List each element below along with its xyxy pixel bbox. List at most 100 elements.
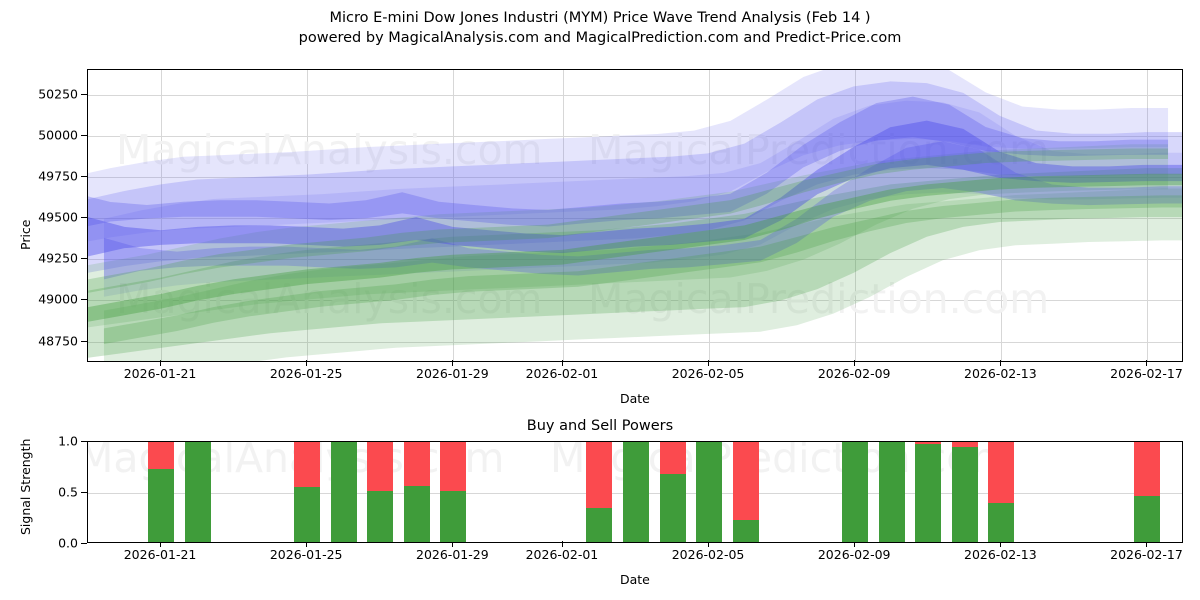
signal-bar[interactable] (586, 442, 613, 542)
signal-bar[interactable] (732, 442, 759, 542)
gridline-horizontal (88, 341, 1182, 343)
wave-band-area (88, 173, 1182, 322)
buy-power-segment (696, 442, 723, 542)
x-axis-tick-mark (854, 360, 856, 366)
x-axis-tick-mark (452, 541, 454, 547)
x-axis-tick-mark (561, 541, 563, 547)
gridline-vertical (453, 70, 455, 361)
signal-bar[interactable] (878, 442, 905, 542)
signal-bar[interactable] (659, 442, 686, 542)
signal-bar[interactable] (951, 442, 978, 542)
x-axis-tick-label: 2026-02-01 (525, 366, 599, 381)
y-axis-tick-mark (81, 217, 87, 219)
y-axis-tick-mark (81, 543, 87, 544)
sell-power-segment (586, 442, 613, 509)
y-axis-tick-label: 48750 (38, 333, 78, 349)
y-axis-tick-label: 50250 (38, 86, 78, 102)
x-axis-tick-label: 2026-02-17 (1110, 547, 1183, 562)
buy-power-segment (659, 473, 686, 542)
signal-bar[interactable] (696, 442, 723, 542)
gridline-horizontal (88, 300, 1182, 302)
gridline-horizontal (88, 94, 1182, 96)
y-axis-tick-mark (81, 492, 87, 493)
x-axis-tick-label: 2026-01-29 (416, 366, 489, 381)
y-axis-tick-mark (81, 299, 87, 301)
x-axis-tick-mark (854, 541, 856, 547)
buy-power-segment (403, 485, 430, 542)
sell-power-segment (951, 442, 978, 448)
x-axis-tick-mark (561, 360, 563, 366)
y-axis-tick-label: 49750 (38, 168, 78, 184)
signal-bar[interactable] (184, 442, 211, 542)
x-axis-tick-label: 2026-01-29 (416, 547, 489, 562)
wave-band-area (88, 96, 1169, 227)
signal-bar[interactable] (623, 442, 649, 542)
x-axis-tick-mark (160, 360, 162, 366)
x-axis-tick-label: 2026-02-09 (817, 547, 891, 562)
x-axis-tick-label: 2026-01-21 (123, 366, 197, 381)
x-axis-tick-label: 2026-01-25 (269, 366, 343, 381)
buy-power-segment (623, 442, 649, 542)
buy-power-segment (951, 447, 978, 542)
wave-band-area (88, 148, 1169, 293)
wave-band-area (88, 70, 1169, 242)
signal-bar[interactable] (842, 442, 869, 542)
x-axis-tick-mark (160, 541, 162, 547)
subchart-title: Buy and Sell Powers (526, 418, 674, 434)
buy-power-segment (184, 442, 211, 542)
signal-bar[interactable] (988, 442, 1015, 542)
price-axis-ticks: 48750 49000 49250 49500 49750 50000 50250 (0, 0, 87, 600)
x-axis-tick-mark (1000, 541, 1002, 547)
signal-axis-ticks: 0.0 0.5 1.0 (0, 0, 87, 600)
y-axis-tick-label: 0.0 (58, 535, 78, 551)
gridline-horizontal (88, 218, 1182, 220)
y-axis-tick-mark (81, 441, 87, 442)
x-axis-tick-label: 2026-02-13 (964, 547, 1037, 562)
gridline-vertical (709, 70, 711, 361)
y-axis-tick-mark (81, 93, 87, 95)
gridline-horizontal (88, 135, 1182, 137)
buy-power-segment (915, 444, 942, 542)
x-axis-tick-label: 2026-02-05 (671, 547, 745, 562)
y-axis-tick-mark (81, 175, 87, 177)
wave-band-area (103, 188, 1182, 361)
signal-bar[interactable] (1134, 442, 1161, 542)
signal-bar[interactable] (330, 442, 357, 542)
y-axis-tick-label: 49250 (38, 250, 78, 266)
gridline-vertical (1001, 70, 1003, 361)
x-axis-tick-mark (1146, 541, 1148, 547)
sell-power-segment (367, 442, 394, 491)
buy-sell-powers-chart: MagicalAnalysis.com MagicalPrediction.co… (87, 441, 1183, 543)
date-axis-ticks-main: 2026-01-21 2026-01-25 2026-01-29 2026-02-01… (0, 360, 1200, 386)
title-line-secondary: powered by MagicalAnalysis.com and Magic… (298, 30, 902, 46)
y-axis-tick-label: 49500 (38, 209, 78, 225)
signal-bar[interactable] (915, 442, 942, 542)
sell-power-segment (732, 442, 759, 520)
signal-bar[interactable] (148, 442, 175, 542)
sell-power-segment (659, 442, 686, 474)
wave-band-area (103, 141, 1182, 280)
x-axis-tick-label: 2026-02-13 (964, 366, 1037, 381)
x-axis-tick-mark (306, 541, 308, 547)
x-axis-tick-label: 2026-02-17 (1110, 366, 1183, 381)
wave-bands (88, 70, 1182, 361)
y-axis-tick-label: 49000 (38, 291, 78, 307)
page-title: Micro E-mini Dow Jones Industri (MYM) Pr… (0, 8, 1200, 48)
gridline-vertical (562, 70, 564, 361)
x-axis-tick-label: 2026-02-01 (525, 547, 599, 562)
sell-power-segment (440, 442, 467, 491)
x-axis-tick-label: 2026-02-09 (817, 366, 891, 381)
gridline-vertical (1147, 70, 1149, 361)
signal-bar[interactable] (403, 442, 430, 542)
signal-bar[interactable] (367, 442, 394, 542)
y-axis-tick-label: 0.5 (58, 484, 78, 500)
wave-band-area (88, 120, 1182, 257)
y-axis-tick-mark (81, 340, 87, 342)
x-axis-tick-mark (306, 360, 308, 366)
signal-bar[interactable] (440, 442, 467, 542)
signal-bar[interactable] (294, 442, 321, 542)
gridline-vertical (855, 70, 857, 361)
y-axis-tick-mark (81, 258, 87, 260)
sell-power-segment (1134, 442, 1161, 497)
